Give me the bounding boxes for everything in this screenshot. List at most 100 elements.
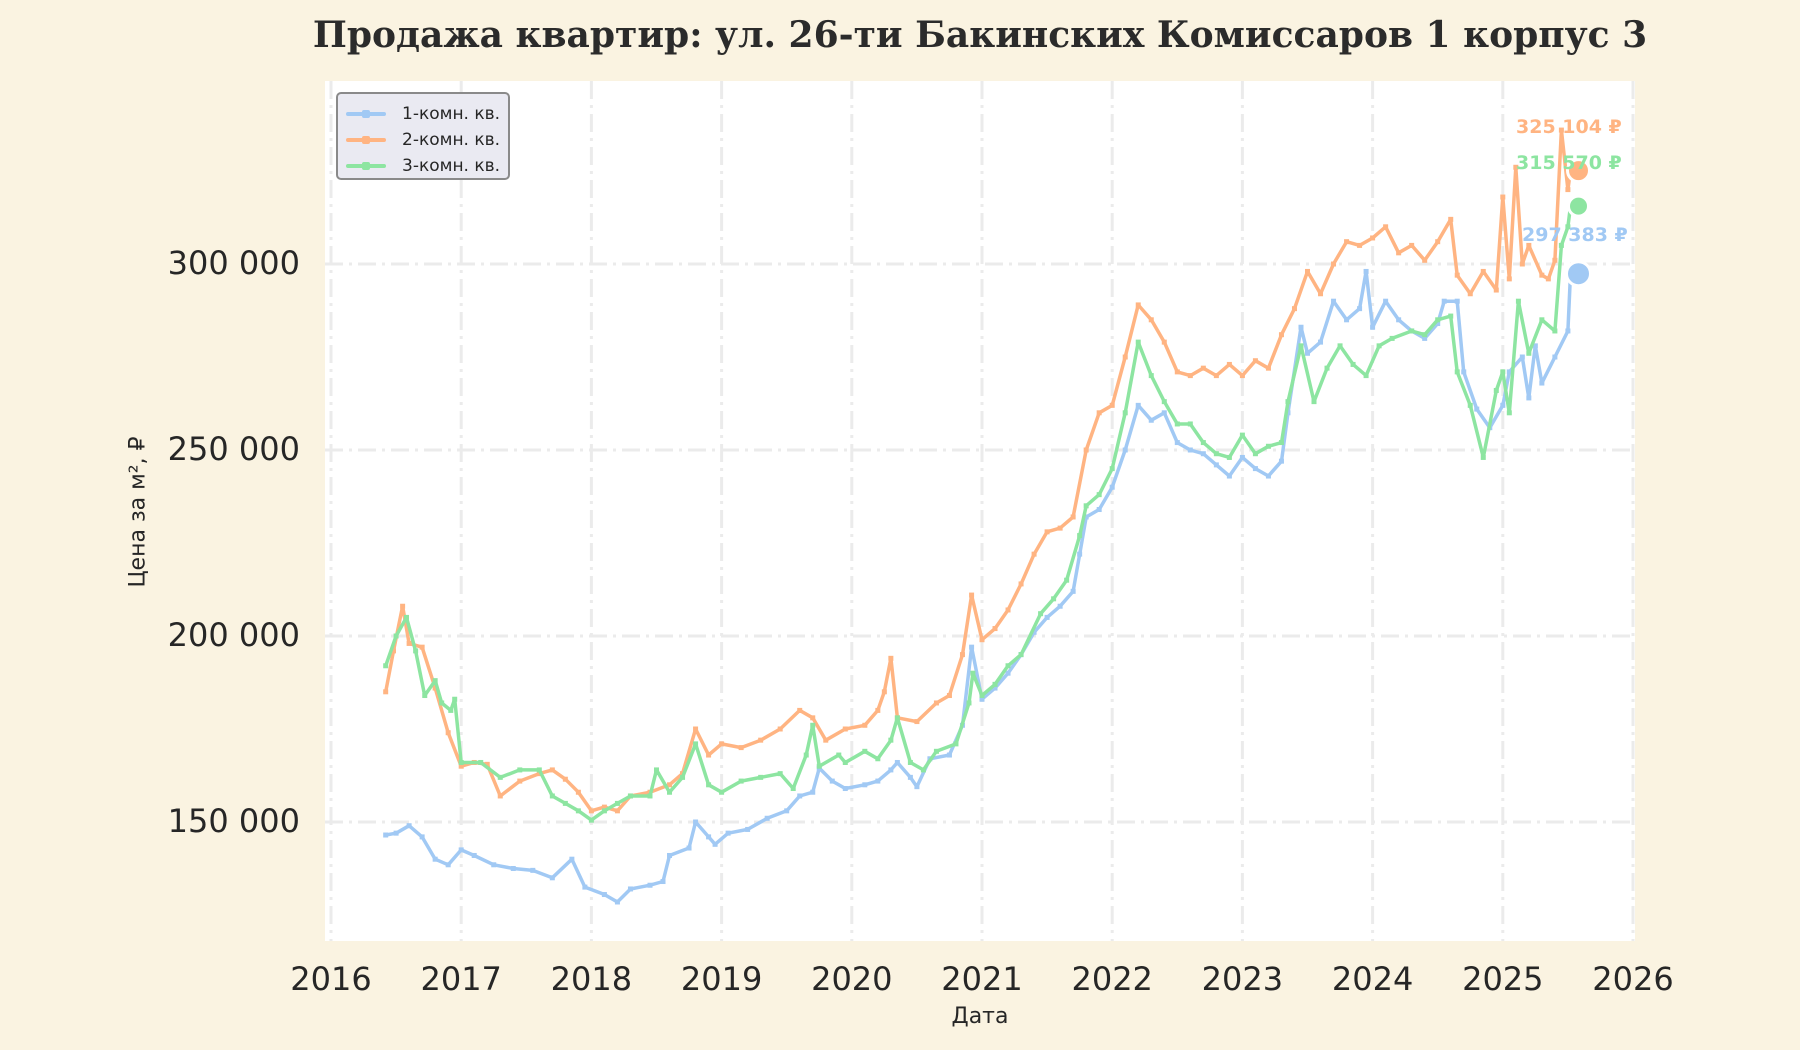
data-point-marker — [1500, 194, 1506, 200]
data-point-marker — [667, 789, 673, 795]
chart-title: Продажа квартир: ул. 26-ти Бакинских Ком… — [312, 14, 1648, 56]
data-point-marker — [1109, 466, 1115, 472]
data-point-marker — [1500, 402, 1506, 408]
data-point-marker — [667, 852, 673, 858]
data-point-marker — [992, 685, 998, 691]
data-point-marker — [875, 756, 881, 762]
data-point-marker — [959, 652, 965, 658]
end-value-label-2-room: 325 104 ₽ — [1516, 116, 1622, 138]
data-point-marker — [875, 707, 881, 713]
data-point-marker — [1324, 365, 1330, 371]
plot-area — [325, 81, 1635, 941]
data-point-marker — [764, 815, 770, 821]
data-point-marker — [1539, 380, 1545, 386]
data-point-marker — [1558, 127, 1564, 133]
series-line — [384, 205, 1573, 822]
data-point-marker — [1122, 354, 1128, 360]
x-tick-label: 2022 — [1071, 960, 1153, 998]
data-point-marker — [1422, 335, 1428, 341]
data-point-marker — [1448, 313, 1454, 319]
data-point-marker — [992, 681, 998, 687]
x-tick-label: 2018 — [550, 960, 633, 998]
data-point-marker — [1187, 373, 1193, 379]
end-value-label-1-room: 297 383 ₽ — [1522, 224, 1628, 246]
data-point-marker — [1226, 454, 1232, 460]
data-point-marker — [660, 879, 666, 885]
data-point-marker — [946, 752, 952, 758]
data-point-marker — [712, 841, 718, 847]
data-point-marker — [1519, 261, 1525, 267]
data-point-marker — [452, 696, 458, 702]
data-point-marker — [842, 759, 848, 765]
data-point-marker — [1044, 614, 1050, 620]
data-point-marker — [1096, 492, 1102, 498]
data-point-marker — [933, 748, 939, 754]
data-point-marker — [601, 804, 607, 810]
data-point-marker — [497, 774, 503, 780]
data-point-marker — [810, 722, 816, 728]
data-point-marker — [1305, 350, 1310, 356]
data-point-marker — [1506, 410, 1512, 416]
data-point-marker — [1376, 343, 1382, 349]
data-point-marker — [719, 741, 725, 747]
data-point-marker — [1311, 399, 1317, 405]
x-axis-label: Дата — [951, 1004, 1009, 1029]
data-point-marker — [1278, 440, 1284, 446]
data-point-marker — [1083, 503, 1089, 509]
data-point-marker — [1213, 373, 1219, 379]
data-point-marker — [810, 715, 816, 721]
data-point-marker — [1454, 369, 1460, 375]
data-point-marker — [1077, 533, 1083, 539]
data-point-marker — [562, 776, 568, 782]
data-point-marker — [725, 830, 731, 836]
data-point-marker — [1515, 298, 1521, 304]
data-point-marker — [517, 767, 523, 773]
line-chart — [325, 81, 1635, 941]
data-point-marker — [383, 832, 389, 838]
legend-line-marker-icon — [346, 162, 386, 170]
data-point-marker — [1161, 339, 1167, 345]
data-point-marker — [1200, 365, 1206, 371]
data-point-marker — [706, 782, 712, 788]
data-point-marker — [1148, 417, 1154, 423]
data-point-marker — [1506, 369, 1512, 375]
data-point-marker — [1200, 451, 1206, 457]
data-point-marker — [1526, 395, 1532, 401]
data-point-marker — [393, 830, 399, 836]
data-point-marker — [627, 886, 633, 892]
x-tick-label: 2025 — [1462, 960, 1544, 998]
data-point-marker — [862, 748, 868, 754]
data-point-marker — [829, 778, 835, 784]
data-point-marker — [1435, 317, 1441, 323]
data-point-marker — [1409, 242, 1415, 248]
data-point-marker — [647, 882, 653, 888]
data-point-marker — [777, 771, 783, 777]
data-point-marker — [862, 722, 868, 728]
data-point-marker — [1070, 588, 1076, 594]
data-point-marker — [1148, 317, 1154, 323]
data-point-marker — [1174, 369, 1180, 375]
data-point-marker — [1005, 663, 1011, 669]
data-point-marker — [432, 678, 438, 684]
data-point-marker — [413, 648, 419, 654]
data-point-marker — [1500, 369, 1506, 375]
data-point-marker — [1526, 350, 1532, 356]
data-point-marker — [1357, 306, 1363, 312]
data-point-marker — [1461, 369, 1467, 375]
data-point-marker — [404, 614, 410, 620]
data-point-marker — [549, 875, 555, 881]
x-tick-label: 2020 — [811, 960, 893, 998]
data-point-marker — [575, 789, 581, 795]
data-point-marker — [601, 892, 607, 898]
data-point-marker — [1441, 298, 1447, 304]
data-point-marker — [706, 834, 712, 840]
data-point-marker — [1331, 298, 1337, 304]
data-point-marker — [390, 648, 396, 654]
data-point-marker — [1265, 365, 1271, 371]
data-point-marker — [992, 626, 998, 632]
data-point-marker — [1493, 387, 1499, 393]
data-point-marker — [1077, 551, 1083, 557]
data-point-marker — [647, 793, 653, 799]
data-point-marker — [1422, 332, 1428, 338]
legend-item-3-room: 3-комн. кв. — [346, 153, 500, 179]
